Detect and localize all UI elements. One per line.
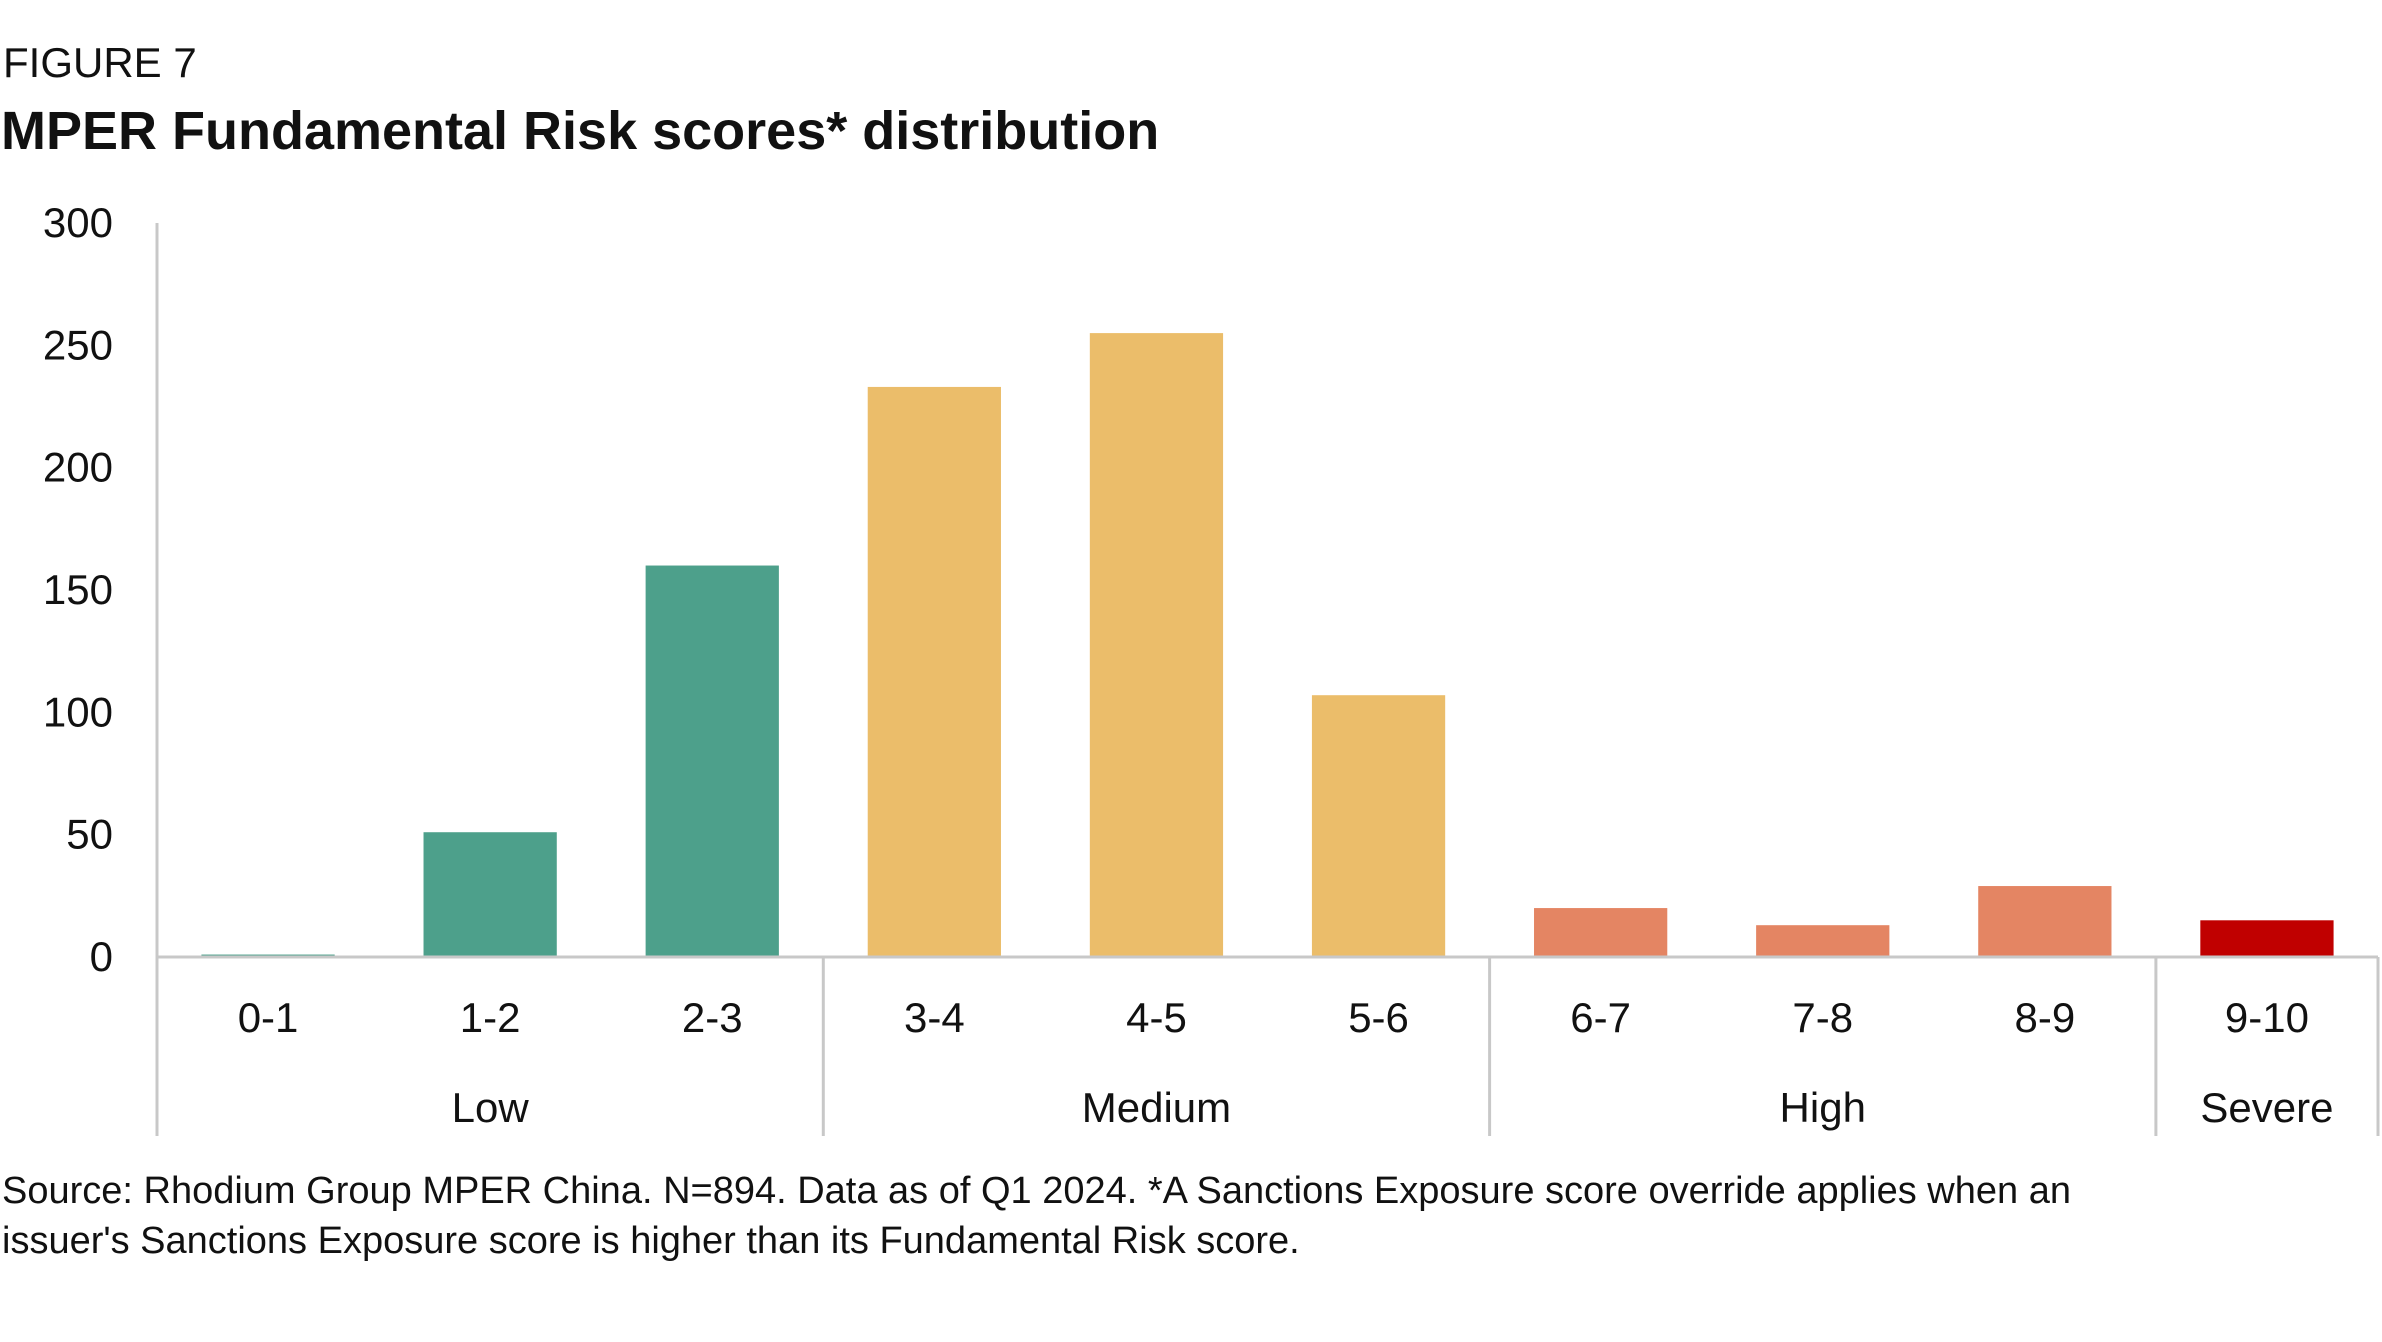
group-label: Low bbox=[452, 1084, 530, 1131]
bar bbox=[645, 565, 779, 957]
bar-chart: 0 50 100 150 200 250 300 0-1 1-2 2-3 3-4 4-5 5-6 6-7 7… bbox=[43, 199, 2380, 1136]
bar bbox=[1978, 886, 2112, 957]
y-tick-label: 100 bbox=[43, 688, 113, 735]
y-tick-label: 50 bbox=[66, 811, 113, 858]
source-line-2: issuer's Sanctions Exposure score is hig… bbox=[2, 1220, 1300, 1262]
x-tick-label: 6-7 bbox=[1570, 994, 1631, 1041]
source-line-1: Source: Rhodium Group MPER China. N=894.… bbox=[2, 1170, 2071, 1212]
bar bbox=[423, 832, 557, 957]
source-footnote: Source: Rhodium Group MPER China. N=894.… bbox=[2, 1166, 2342, 1266]
group-label: Medium bbox=[1082, 1084, 1231, 1131]
x-tick-label: 8-9 bbox=[2014, 994, 2075, 1041]
bar bbox=[1756, 925, 1890, 957]
y-tick-label: 150 bbox=[43, 566, 113, 613]
x-tick-label: 3-4 bbox=[904, 994, 965, 1041]
y-tick-label: 0 bbox=[90, 933, 113, 980]
y-tick-label: 250 bbox=[43, 321, 113, 368]
group-label: Severe bbox=[2200, 1084, 2333, 1131]
bar bbox=[867, 386, 1001, 958]
y-tick-label: 200 bbox=[43, 444, 113, 491]
x-tick-label: 2-3 bbox=[682, 994, 743, 1041]
bar bbox=[1534, 908, 1668, 957]
x-tick-label: 5-6 bbox=[1348, 994, 1409, 1041]
bar bbox=[1311, 695, 1446, 957]
group-label: High bbox=[1780, 1084, 1866, 1131]
y-tick-label: 300 bbox=[43, 199, 113, 246]
bar bbox=[1089, 333, 1224, 958]
bar bbox=[2200, 920, 2334, 957]
x-tick-label: 9-10 bbox=[2225, 994, 2309, 1041]
chart-title: MPER Fundamental Risk scores* distributi… bbox=[1, 101, 1160, 161]
x-tick-label: 4-5 bbox=[1126, 994, 1187, 1041]
figure-label: FIGURE 7 bbox=[3, 39, 197, 86]
x-tick-label: 1-2 bbox=[460, 994, 521, 1041]
x-tick-label: 0-1 bbox=[238, 994, 299, 1041]
x-tick-label: 7-8 bbox=[1792, 994, 1853, 1041]
